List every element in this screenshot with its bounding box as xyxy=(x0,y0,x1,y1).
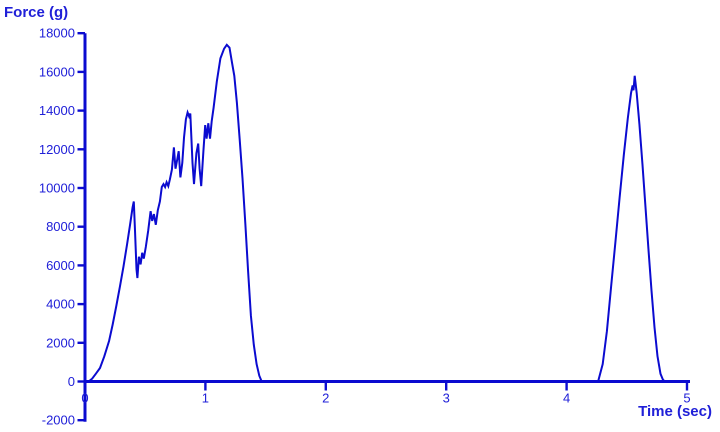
x-tick-label: 5 xyxy=(683,391,690,406)
x-tick-label: 2 xyxy=(322,391,329,406)
y-tick-label: 12000 xyxy=(39,142,75,157)
y-tick-label: 10000 xyxy=(39,181,75,196)
y-tick-label: 2000 xyxy=(46,335,75,350)
y-tick-label: 4000 xyxy=(46,297,75,312)
y-tick-label: 6000 xyxy=(46,258,75,273)
y-tick-label: 8000 xyxy=(46,219,75,234)
x-tick-label: 3 xyxy=(443,391,450,406)
y-axis-title: Force (g) xyxy=(4,4,69,21)
x-tick-label: 4 xyxy=(563,391,570,406)
y-tick-label: 16000 xyxy=(39,64,75,79)
y-tick-label: 0 xyxy=(68,374,75,389)
y-tick-label: -2000 xyxy=(42,413,75,428)
y-tick-label: 18000 xyxy=(39,26,75,41)
y-tick-label: 14000 xyxy=(39,103,75,118)
x-axis-title: Time (sec) xyxy=(638,403,712,420)
x-tick-label: 0 xyxy=(81,391,88,406)
force-series-line xyxy=(84,43,688,383)
x-tick-label: 1 xyxy=(202,391,209,406)
